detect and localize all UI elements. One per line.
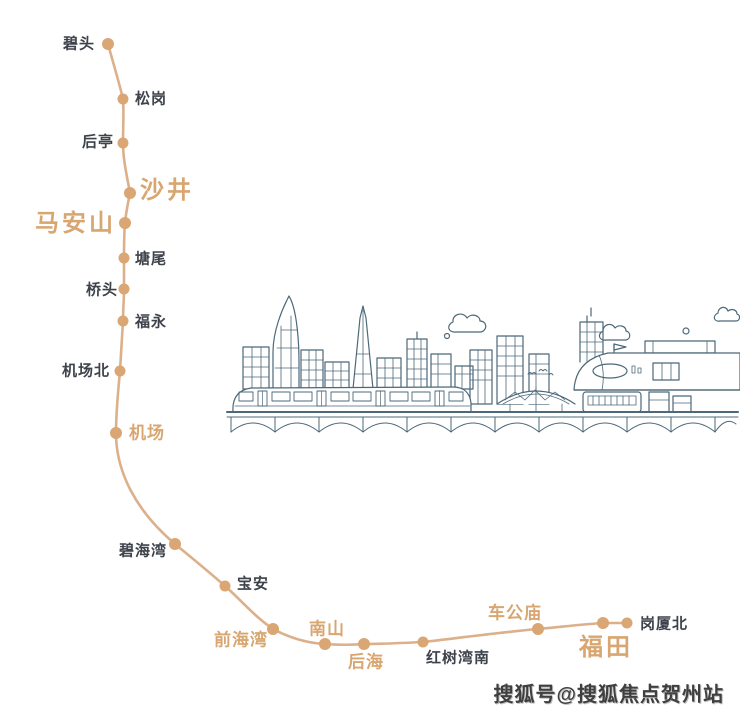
station-dot	[417, 636, 429, 648]
bird-icon	[548, 373, 554, 376]
station-dot	[118, 283, 130, 295]
station-dot	[169, 538, 181, 550]
station-label-hongshuwan-south: 红树湾南	[425, 649, 491, 667]
station-dot	[102, 38, 114, 50]
cloud-puff-icon	[443, 332, 451, 340]
station-label-tangwei: 塘尾	[135, 250, 168, 268]
station-label-songgang: 松岗	[135, 90, 168, 108]
station-label-chegongmiao: 车公庙	[488, 603, 542, 623]
station-dot	[358, 638, 370, 650]
flag-icon	[613, 343, 627, 351]
station-label-shajing: 沙井	[140, 177, 194, 204]
station-label-baoan: 宝安	[237, 575, 270, 593]
viaduct-bridge	[226, 411, 739, 433]
station-dot	[118, 252, 130, 264]
station-label-qiaotou: 桥头	[85, 281, 118, 299]
station-label-futian: 福田	[579, 634, 633, 661]
station-label-nanshan: 南山	[309, 619, 345, 639]
station-label-houting: 后亭	[81, 133, 114, 151]
station-label-airport: 机场	[129, 423, 165, 443]
station-label-houhai: 后海	[348, 652, 384, 672]
cloud-icon	[448, 313, 487, 333]
station-dot	[532, 623, 544, 635]
station-dot	[119, 217, 131, 229]
station-dot	[110, 427, 122, 439]
station-canopy	[496, 369, 576, 413]
station-label-maanshan: 马安山	[35, 210, 116, 237]
city-skyline-illustration	[226, 295, 740, 433]
cloud-icon	[598, 323, 631, 341]
station-dots	[102, 38, 633, 650]
watermark: 搜狐号@搜狐焦点贺州站	[493, 684, 724, 706]
left-city-buildings	[242, 295, 474, 390]
curved-spire-tower	[272, 295, 300, 390]
station-dot	[219, 580, 231, 592]
station-label-bihaiwan: 碧海湾	[118, 542, 167, 560]
station-dot	[267, 623, 279, 635]
bird-icon	[538, 369, 548, 372]
station-dot	[124, 187, 136, 199]
antenna-tower	[406, 331, 428, 390]
station-dot	[114, 365, 126, 377]
metro-train	[232, 386, 472, 413]
station-dot	[117, 315, 129, 327]
station-label-fuyong: 福永	[135, 313, 168, 331]
high-speed-train	[573, 340, 740, 391]
station-dot	[597, 617, 609, 629]
station-dot	[117, 93, 129, 105]
station-dot	[117, 137, 129, 149]
station-label-gangxiabei: 岗厦北	[640, 615, 689, 633]
bird-icon	[527, 372, 537, 375]
station-label-airport-north: 机场北	[61, 362, 110, 380]
station-label-bitou: 碧头	[62, 35, 95, 53]
station-label-qianhaiwan: 前海湾	[214, 630, 268, 650]
station-platform	[582, 391, 642, 413]
station-dot	[319, 638, 331, 650]
cloud-puff-icon	[682, 327, 690, 335]
station-dot	[621, 617, 633, 629]
cloud-icon	[713, 306, 740, 322]
